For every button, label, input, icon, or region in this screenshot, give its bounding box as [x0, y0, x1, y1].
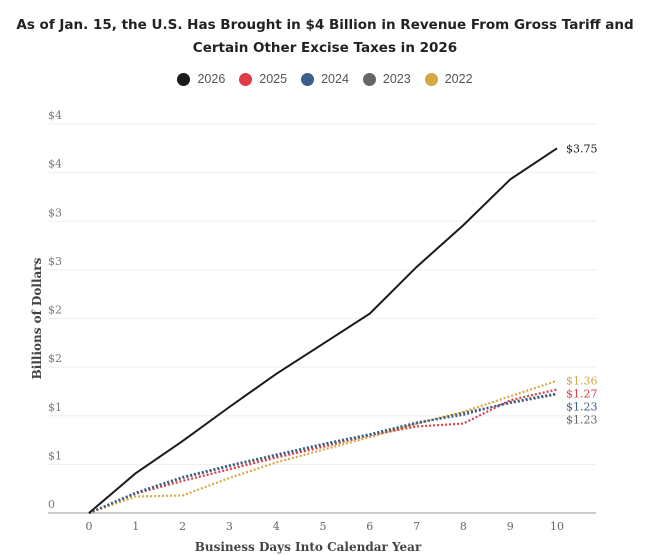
end-label-2024: $1.23: [566, 401, 598, 414]
y-tick-label: $2: [48, 304, 62, 317]
x-tick-label: 5: [320, 520, 327, 533]
x-tick-label: 10: [550, 520, 564, 533]
legend-label: 2022: [444, 72, 473, 86]
end-label-2023: $1.23: [566, 414, 598, 427]
x-tick-label: 7: [413, 520, 420, 533]
x-tick-label: 1: [132, 520, 139, 533]
end-label-2025: $1.27: [566, 388, 598, 401]
legend-item-2022[interactable]: 2022: [424, 72, 473, 86]
y-tick-label: $1: [48, 449, 62, 462]
legend: 2026 2025 2024 2023 2022: [0, 72, 650, 86]
y-tick-label: $3: [48, 206, 62, 219]
legend-item-2024[interactable]: 2024: [301, 72, 349, 86]
x-tick-label: 8: [460, 520, 467, 533]
legend-item-2023[interactable]: 2023: [362, 72, 411, 86]
legend-label: 2026: [197, 72, 226, 86]
y-tick-label: $3: [48, 255, 62, 268]
legend-label: 2023: [382, 72, 411, 86]
y-tick-label: 0: [48, 498, 55, 511]
x-tick-label: 9: [507, 520, 514, 533]
x-tick-label: 6: [366, 520, 373, 533]
x-tick-label: 4: [273, 520, 280, 533]
end-label-2022: $1.36: [566, 375, 598, 388]
legend-label: 2025: [259, 72, 288, 86]
legend-marker: [362, 72, 376, 86]
legend-marker: [239, 72, 253, 86]
series-line-2024: [88, 392, 558, 515]
legend-item-2026[interactable]: 2026: [177, 72, 225, 86]
x-tick-label: 2: [179, 520, 186, 533]
series-line-2022: [88, 379, 558, 515]
x-tick-label: 3: [226, 520, 233, 533]
x-tick-label: 0: [86, 520, 93, 533]
y-tick-label: $1: [48, 401, 62, 414]
y-tick-label: $2: [48, 352, 62, 365]
series-line-2026: [88, 147, 558, 514]
end-label-2026: $3.75: [566, 142, 598, 155]
legend-marker: [177, 72, 191, 86]
legend-item-2025[interactable]: 2025: [239, 72, 287, 86]
x-axis-title: Business Days Into Calendar Year: [195, 540, 422, 554]
legend-label: 2024: [321, 72, 349, 86]
legend-marker: [424, 72, 438, 86]
y-axis-title: Billions of Dollars: [30, 257, 44, 379]
y-tick-label: $4: [48, 158, 62, 171]
y-tick-label: $4: [48, 109, 62, 122]
legend-marker: [301, 72, 315, 86]
chart-title: As of Jan. 15, the U.S. Has Brought in $…: [16, 17, 634, 56]
